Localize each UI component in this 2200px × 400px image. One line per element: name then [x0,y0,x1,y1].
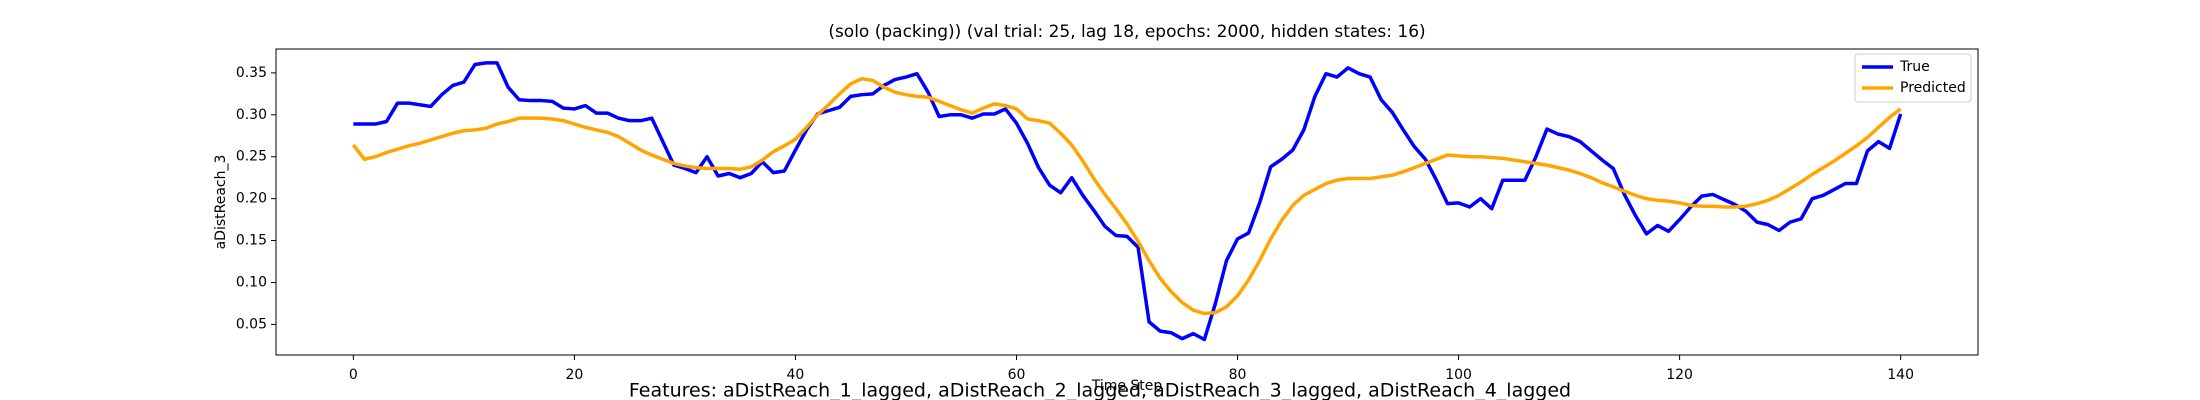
x-tick-label: 80 [1229,367,1247,383]
y-tick-label: 0.35 [236,65,267,81]
plot-frame [275,48,1979,356]
y-tick-label: 0.15 [236,233,267,249]
y-tick-label: 0.05 [236,316,267,332]
x-tick-label: 40 [787,367,805,383]
x-tick-label: 0 [349,367,358,383]
x-tick-label: 120 [1666,367,1693,383]
chart-title: (solo (packing)) (val trial: 25, lag 18,… [828,22,1425,42]
x-tick-label: 60 [1008,367,1026,383]
x-axis-label: Time Step [1091,378,1163,394]
legend-label: Predicted [1900,80,1966,96]
y-tick-label: 0.30 [236,107,267,123]
data-line [353,61,1903,342]
x-tick-label: 140 [1887,367,1914,383]
x-tick-label: 100 [1445,367,1472,383]
caption: Features: aDistReach_1_lagged, aDistReac… [629,380,1571,400]
y-tick-label: 0.10 [236,274,267,290]
data-line [351,77,1902,316]
y-axis-label: aDistReach_3 [213,155,229,250]
legend-label: True [1899,59,1930,75]
y-tick-label: 0.20 [236,191,267,207]
x-tick-label: 20 [565,367,583,383]
y-tick-label: 0.25 [236,149,267,165]
